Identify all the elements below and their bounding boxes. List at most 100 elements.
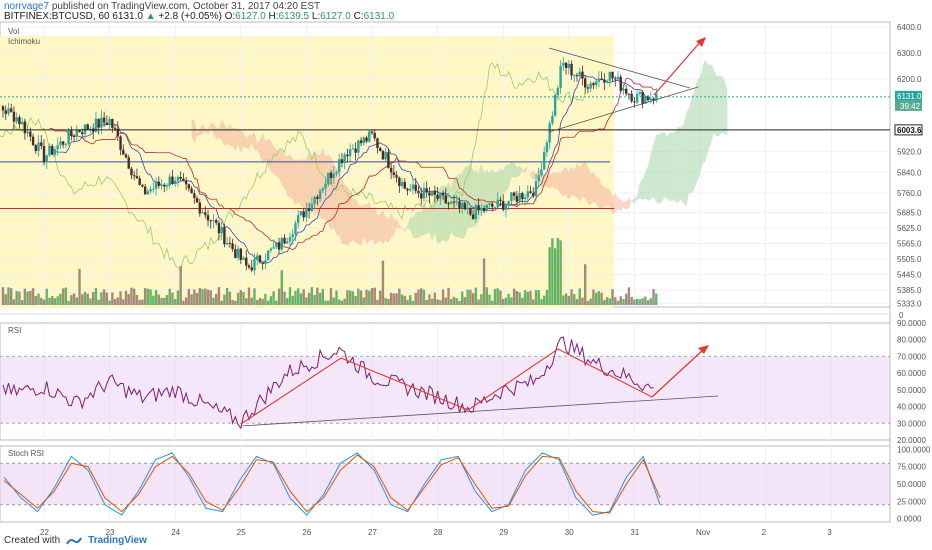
volume-bar <box>280 270 283 305</box>
volume-bar <box>29 290 32 305</box>
low-value: 6127.0 <box>320 11 351 22</box>
rsi-tick-label: 60.0000 <box>897 369 926 378</box>
candle-body <box>512 192 516 196</box>
candle-body <box>94 118 98 132</box>
volume-bar <box>614 297 617 305</box>
volume-bar <box>72 293 76 305</box>
candle-body <box>176 176 180 181</box>
kumo-segment <box>656 134 659 204</box>
candle-body <box>379 147 382 151</box>
candle-body <box>340 159 344 163</box>
candle-body <box>231 243 234 250</box>
volume-bar <box>381 260 385 305</box>
volume-bar <box>600 292 603 305</box>
kumo-segment <box>295 159 299 206</box>
kumo-segment <box>355 199 359 244</box>
candle-body <box>242 257 245 260</box>
candle-body <box>247 265 251 268</box>
price-tick-label: 5840.0 <box>897 168 922 177</box>
volume-bar <box>247 287 251 305</box>
volume-bar <box>338 299 341 305</box>
volume-bar <box>297 288 300 305</box>
kumo-segment <box>585 161 588 205</box>
kumo-segment <box>426 205 430 234</box>
volume-bar <box>499 290 502 305</box>
kumo-segment <box>560 169 564 197</box>
candle-body <box>215 220 218 223</box>
candle-body <box>409 188 412 191</box>
x-tick-label: 2 <box>762 528 767 537</box>
candle-body <box>332 173 335 179</box>
kumo-segment <box>571 166 575 196</box>
volume-bar <box>100 292 103 305</box>
candle-body <box>113 127 117 129</box>
kumo-segment <box>451 177 454 236</box>
candle-body <box>605 80 609 83</box>
candle-body <box>482 208 486 211</box>
candle-body <box>641 92 644 104</box>
candle-body <box>450 201 453 204</box>
kumo-segment <box>691 90 695 193</box>
candle-body <box>168 176 171 186</box>
volume-bar <box>553 248 557 305</box>
kumo-segment <box>587 166 591 206</box>
kumo-segment <box>694 80 698 189</box>
price-tick-label: 5565.0 <box>897 240 922 249</box>
volume-bar <box>4 294 7 305</box>
kumo-segment <box>191 118 195 145</box>
volume-bar <box>206 289 210 305</box>
candle-body <box>504 203 508 210</box>
kumo-segment <box>320 147 323 219</box>
volume-bar <box>603 300 606 305</box>
candle-body <box>37 142 40 151</box>
candle-body <box>417 190 420 194</box>
publisher-name[interactable]: norrvage7 <box>4 1 50 12</box>
candle-body <box>258 255 262 263</box>
volume-bar <box>409 295 412 305</box>
volume-bar <box>649 298 652 305</box>
candle-body <box>264 260 267 265</box>
kumo-segment <box>563 166 567 197</box>
volume-bar <box>187 288 191 305</box>
tradingview-brand[interactable]: TradingView <box>88 535 147 546</box>
volume-bar <box>228 291 232 305</box>
kumo-segment <box>257 140 260 156</box>
volume-bar <box>184 297 188 305</box>
candle-body <box>100 117 103 128</box>
candle-body <box>652 99 655 101</box>
candle-body <box>182 178 185 181</box>
candle-body <box>370 131 374 133</box>
kumo-segment <box>454 175 457 238</box>
kumo-segment <box>516 166 520 178</box>
volume-bar <box>608 298 611 305</box>
volume-bar <box>20 300 24 305</box>
volume-bar <box>305 297 308 305</box>
candle-body <box>102 117 106 123</box>
kumo-segment <box>549 172 553 189</box>
candle-body <box>556 87 560 96</box>
kumo-segment <box>369 202 372 242</box>
stoch-rsi-label: Stoch RSI <box>8 449 44 458</box>
volume-bar <box>291 295 294 305</box>
candle-body <box>42 145 46 163</box>
kumo-segment <box>620 199 624 212</box>
kumo-segment <box>254 131 258 151</box>
stoch-d-line <box>3 454 661 514</box>
kumo-segment <box>607 188 610 208</box>
volume-bar <box>324 300 327 305</box>
candle-body <box>321 188 324 191</box>
price-tick-label: 5385.0 <box>897 286 922 295</box>
rsi-line <box>2 336 654 430</box>
candle-body <box>61 141 65 145</box>
volume-bar <box>403 295 406 305</box>
volume-bar <box>441 289 445 305</box>
volume-bar <box>387 298 390 305</box>
volume-bar <box>165 295 169 305</box>
candle-body <box>75 130 78 137</box>
candle-body <box>179 176 182 179</box>
kumo-segment <box>385 216 389 243</box>
kumo-segment <box>238 128 241 154</box>
candle-body <box>458 201 461 208</box>
kumo-segment <box>689 95 692 194</box>
